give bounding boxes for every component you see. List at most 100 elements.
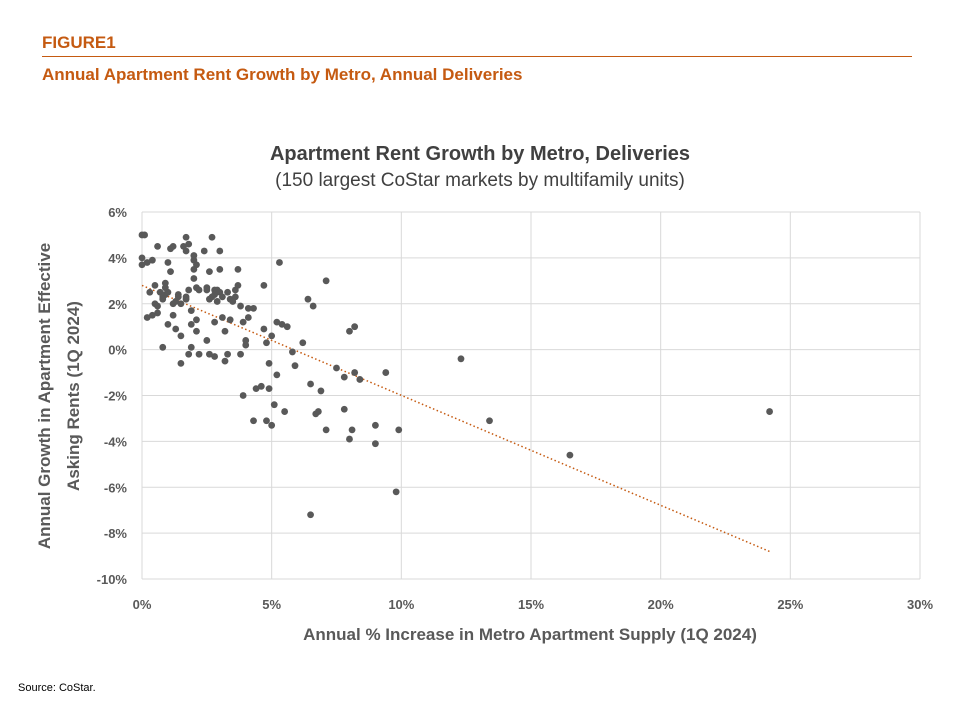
data-point [185,350,193,358]
data-point [239,392,247,399]
data-point [283,323,291,331]
data-point [154,309,161,317]
data-point [260,325,268,333]
data-point [187,343,195,351]
data-point [148,256,156,264]
data-point [372,421,379,429]
data-point [340,405,348,413]
chart-subtitle: (150 largest CoStar markets by multifami… [275,170,685,191]
data-point [169,243,177,250]
data-point [299,339,307,347]
data-point [172,325,180,333]
data-point [348,426,356,434]
data-point [221,327,229,335]
data-point [333,364,340,372]
data-point [322,277,330,285]
figure-label: FIGURE1 [42,33,116,52]
data-point [187,320,195,328]
data-point [566,451,574,459]
y-tick-label: -8% [104,526,128,541]
data-point [138,254,146,262]
data-point [206,350,213,358]
y-tick-label: -10% [97,572,128,587]
data-point [211,318,219,326]
data-point [211,353,219,360]
data-point [234,265,242,273]
data-point [151,282,159,289]
data-point [224,350,231,358]
data-point [154,302,161,310]
trendline [141,284,770,553]
data-point [138,261,146,269]
y-tick-label: 4% [108,251,127,266]
data-point [141,231,148,239]
data-point [143,259,151,266]
data-point [244,314,252,321]
data-point [218,293,226,301]
data-point [307,511,314,519]
y-axis-ticks: 6% 4% 2% 0% -2% -4% -6% -8% -10% [97,205,128,587]
y-tick-label: -6% [104,480,128,495]
data-point [351,323,359,331]
data-point [216,265,224,273]
data-point [203,286,211,294]
data-point [206,268,213,276]
data-point [203,337,211,344]
data-point [260,282,268,289]
data-point [177,332,185,340]
data-point [195,286,203,294]
x-tick-label: 0% [133,597,152,612]
data-point [164,320,172,328]
data-point [182,247,190,255]
data-point [221,357,229,365]
data-point [289,348,296,356]
data-point [395,426,403,434]
data-point [185,286,193,294]
data-point [273,318,281,326]
data-point [190,265,198,273]
data-point [314,408,322,415]
data-point [268,421,276,429]
data-point [265,385,273,393]
data-point [486,417,493,425]
data-point [177,300,185,308]
data-point [208,233,216,241]
data-point [164,259,172,266]
data-point [195,350,203,358]
data-point [244,304,252,312]
data-point [237,350,244,358]
data-point [193,316,200,324]
data-point [304,295,312,303]
data-point [276,259,283,266]
header-divider [42,56,912,57]
y-tick-label: 0% [108,343,127,358]
data-point [268,332,276,340]
y-tick-label: 2% [108,297,127,312]
data-point [278,320,286,328]
data-point [193,327,200,335]
data-point [382,369,390,376]
x-axis-label: Annual % Increase in Metro Apartment Sup… [303,625,757,644]
data-point [161,279,169,287]
x-tick-label: 5% [262,597,281,612]
y-tick-label: -2% [104,389,128,404]
data-point [224,288,231,296]
data-point [159,295,167,303]
data-point [309,302,317,310]
data-point [457,355,465,363]
data-point [182,233,190,241]
data-point [177,359,185,367]
data-point [237,302,244,310]
data-point [346,435,353,443]
y-axis-label-line1: Annual Growth in Apartment Effective [35,243,54,549]
data-point [187,307,195,315]
data-point [185,240,193,248]
data-point [351,369,359,376]
data-point [317,387,325,395]
source-note: Source: CoStar. [18,682,96,694]
data-point [340,373,348,381]
data-point [239,318,247,326]
x-tick-label: 25% [777,597,803,612]
data-point [159,343,167,351]
